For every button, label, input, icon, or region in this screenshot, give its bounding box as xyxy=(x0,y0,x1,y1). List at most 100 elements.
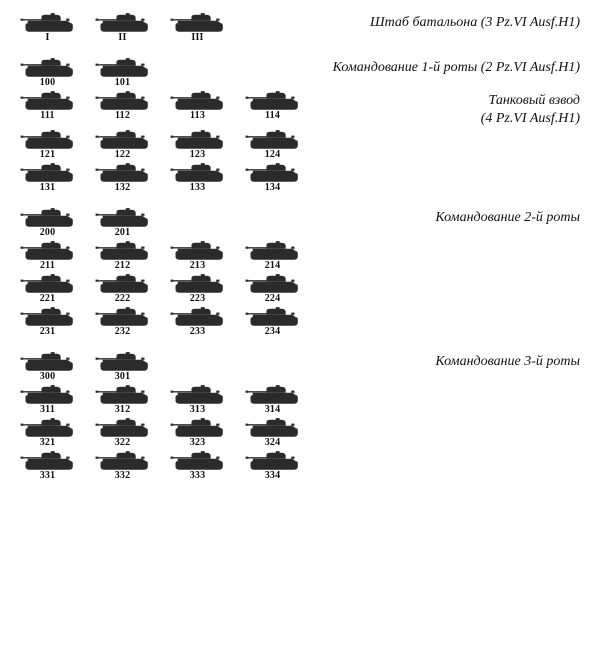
tank-unit: 124 xyxy=(245,129,300,160)
tank-unit: II xyxy=(95,12,150,43)
tank-unit: 232 xyxy=(95,306,150,337)
unit-number: 300 xyxy=(40,372,56,382)
tank-icon xyxy=(20,129,75,151)
tank-unit: 113 xyxy=(170,90,225,121)
unit-number: 221 xyxy=(40,294,56,304)
tank-icon xyxy=(95,207,150,229)
tank-icon xyxy=(245,129,300,151)
tank-icon xyxy=(20,450,75,472)
tank-unit: 122 xyxy=(95,129,150,160)
tank-icon xyxy=(245,90,300,112)
tank-icon xyxy=(95,417,150,439)
tank-icon xyxy=(170,12,225,34)
tank-icon xyxy=(170,384,225,406)
tank-icon xyxy=(170,240,225,262)
unit-number: 314 xyxy=(265,405,281,415)
tank-icon xyxy=(170,90,225,112)
tank-unit: 100 xyxy=(20,57,75,88)
tank-icon xyxy=(20,162,75,184)
tank-group: 321 322 32 xyxy=(20,417,300,448)
sections-host: I II IIIШт xyxy=(20,12,586,481)
unit-number: 301 xyxy=(115,372,131,382)
unit-number: 134 xyxy=(265,183,281,193)
tank-unit: 134 xyxy=(245,162,300,193)
unit-number: 321 xyxy=(40,438,56,448)
row-label: Танковый взвод(4 Pz.VI Ausf.H1) xyxy=(300,90,586,127)
org-row: 121 122 12 xyxy=(20,129,586,160)
unit-number: 113 xyxy=(190,111,205,121)
row-label-line2: (4 Pz.VI Ausf.H1) xyxy=(300,110,580,128)
tank-icon xyxy=(245,273,300,295)
tank-icon xyxy=(20,384,75,406)
row-label: Штаб батальона (3 Pz.VI Ausf.H1) xyxy=(225,12,586,32)
tank-icon xyxy=(170,273,225,295)
tank-group: 121 122 12 xyxy=(20,129,300,160)
tank-unit: 132 xyxy=(95,162,150,193)
unit-number: 324 xyxy=(265,438,281,448)
unit-number: 121 xyxy=(40,150,56,160)
tank-icon xyxy=(95,306,150,328)
tank-group: I II III xyxy=(20,12,225,43)
unit-number: 114 xyxy=(265,111,280,121)
unit-number: 322 xyxy=(115,438,131,448)
tank-icon xyxy=(20,240,75,262)
tank-icon xyxy=(170,129,225,151)
tank-icon xyxy=(95,384,150,406)
unit-number: 123 xyxy=(190,150,206,160)
tank-unit: 224 xyxy=(245,273,300,304)
tank-unit: 333 xyxy=(170,450,225,481)
tank-group: 211 212 21 xyxy=(20,240,300,271)
org-row: 211 212 21 xyxy=(20,240,586,271)
tank-unit: 214 xyxy=(245,240,300,271)
tank-unit: 201 xyxy=(95,207,150,238)
tank-icon xyxy=(20,207,75,229)
tank-icon xyxy=(20,12,75,34)
tank-icon xyxy=(170,450,225,472)
org-row: 321 322 32 xyxy=(20,417,586,448)
unit-number: 101 xyxy=(115,78,131,88)
unit-number: 214 xyxy=(265,261,281,271)
unit-number: 111 xyxy=(40,111,55,121)
tank-icon xyxy=(20,90,75,112)
org-row: 331 332 33 xyxy=(20,450,586,481)
unit-number: 112 xyxy=(115,111,130,121)
unit-number: 200 xyxy=(40,228,56,238)
tank-unit: I xyxy=(20,12,75,43)
org-row: 100 101Командование 1-й роты (2 Pz.VI Au… xyxy=(20,57,586,88)
tank-group: 111 112 11 xyxy=(20,90,300,121)
tank-icon xyxy=(170,417,225,439)
tank-icon xyxy=(20,57,75,79)
tank-unit: 111 xyxy=(20,90,75,121)
row-label: Командование 2-й роты xyxy=(150,207,586,227)
tank-unit: 334 xyxy=(245,450,300,481)
tank-icon xyxy=(20,273,75,295)
tank-unit: 222 xyxy=(95,273,150,304)
tank-unit: 112 xyxy=(95,90,150,121)
tank-unit: 311 xyxy=(20,384,75,415)
tank-unit: 114 xyxy=(245,90,300,121)
unit-number: II xyxy=(118,33,126,43)
row-label-line1: Командование 2-й роты xyxy=(150,209,580,227)
tank-icon xyxy=(245,450,300,472)
tank-icon xyxy=(245,306,300,328)
tank-icon xyxy=(95,57,150,79)
tank-unit: 301 xyxy=(95,351,150,382)
tank-unit: 322 xyxy=(95,417,150,448)
org-row: 131 132 13 xyxy=(20,162,586,193)
tank-unit: III xyxy=(170,12,225,43)
tank-unit: 212 xyxy=(95,240,150,271)
tank-icon xyxy=(95,450,150,472)
tank-group: 200 201 xyxy=(20,207,150,238)
unit-number: 224 xyxy=(265,294,281,304)
tank-unit: 123 xyxy=(170,129,225,160)
unit-number: 312 xyxy=(115,405,131,415)
unit-number: 122 xyxy=(115,150,131,160)
tank-unit: 133 xyxy=(170,162,225,193)
tank-icon xyxy=(170,306,225,328)
row-label-line1: Командование 3-й роты xyxy=(150,353,580,371)
unit-number: 201 xyxy=(115,228,131,238)
row-label: Командование 3-й роты xyxy=(150,351,586,371)
unit-number: 222 xyxy=(115,294,131,304)
tank-icon xyxy=(170,162,225,184)
tank-unit: 300 xyxy=(20,351,75,382)
